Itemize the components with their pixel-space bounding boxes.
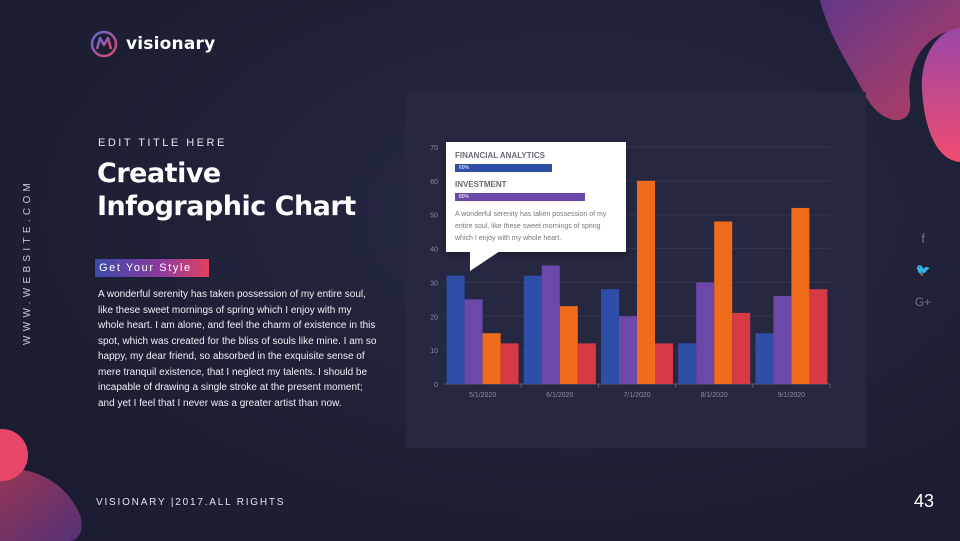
- bar: [541, 265, 560, 384]
- website-vertical-text[interactable]: WWW.WEBSITE.COM: [22, 178, 33, 345]
- tooltip-heading-investment: INVESTMENT: [455, 180, 507, 189]
- brand-name: visionary: [126, 34, 216, 54]
- footer-copyright: VISIONARY |2017.ALL RIGHTS: [96, 497, 286, 508]
- tooltip-progress-investment: 80%: [455, 193, 585, 201]
- bar: [678, 343, 697, 384]
- tooltip-progress-financial: 60%: [455, 164, 553, 172]
- bar: [732, 312, 751, 384]
- page-number: 43: [913, 491, 934, 511]
- page-title: Creative Infographic Chart: [97, 157, 397, 223]
- title-line-2: Infographic Chart: [97, 191, 356, 222]
- y-tick-label: 40: [430, 247, 438, 254]
- style-tag: Get Your Style: [95, 259, 209, 277]
- bar: [482, 333, 501, 384]
- bar: [773, 295, 792, 384]
- decorative-blob-bottom-left: [0, 429, 82, 541]
- bar: [696, 282, 715, 384]
- tooltip-progress-investment-label: 80%: [459, 194, 470, 200]
- bar: [577, 343, 596, 384]
- x-tick-label: 9/1/2020: [778, 392, 805, 399]
- chart-tooltip: FINANCIAL ANALYTICS 60% INVESTMENT 80% A…: [446, 142, 626, 252]
- google-plus-icon[interactable]: G+: [914, 295, 932, 309]
- twitter-icon[interactable]: 🐦: [915, 263, 931, 277]
- y-tick-label: 20: [430, 314, 438, 321]
- bar: [637, 180, 655, 384]
- x-tick-label: 6/1/2020: [546, 392, 573, 399]
- tooltip-description: A wonderful serenity has taken possessio…: [455, 211, 607, 242]
- bar: [809, 289, 828, 384]
- visionary-logo-icon: [90, 30, 118, 58]
- y-tick-label: 0: [434, 382, 438, 389]
- brand-logo[interactable]: visionary: [90, 30, 215, 58]
- title-line-1: Creative: [97, 158, 221, 189]
- bar: [500, 343, 519, 384]
- bar: [523, 275, 542, 384]
- decorative-blob-top-right: [820, 0, 960, 162]
- body-paragraph: A wonderful serenity has taken possessio…: [98, 289, 377, 409]
- bar: [791, 207, 810, 384]
- bar: [714, 221, 733, 384]
- x-tick-label: 7/1/2020: [623, 392, 650, 399]
- y-tick-label: 60: [430, 179, 438, 186]
- y-tick-label: 70: [430, 145, 438, 152]
- x-tick-label: 8/1/2020: [701, 392, 728, 399]
- y-tick-label: 50: [430, 213, 438, 220]
- bar: [464, 299, 483, 384]
- tooltip-pointer: [470, 251, 500, 271]
- bar: [601, 289, 619, 384]
- bar: [655, 343, 673, 384]
- x-tick-label: 5/1/2020: [469, 392, 496, 399]
- bar: [446, 275, 465, 384]
- y-tick-label: 10: [430, 348, 438, 355]
- tooltip-progress-financial-label: 60%: [459, 165, 470, 171]
- bar: [559, 306, 578, 384]
- bar: [619, 316, 637, 384]
- kicker-text: EDIT TITLE HERE: [98, 137, 227, 149]
- bar: [755, 333, 774, 384]
- facebook-icon[interactable]: f: [921, 231, 925, 246]
- y-tick-label: 30: [430, 280, 438, 287]
- tooltip-heading-financial: FINANCIAL ANALYTICS: [455, 151, 545, 160]
- bar-chart: 0 10 20 30 40 50 60 70 5/1/2020 6/1/2020 7/1/2020 8…: [430, 145, 831, 399]
